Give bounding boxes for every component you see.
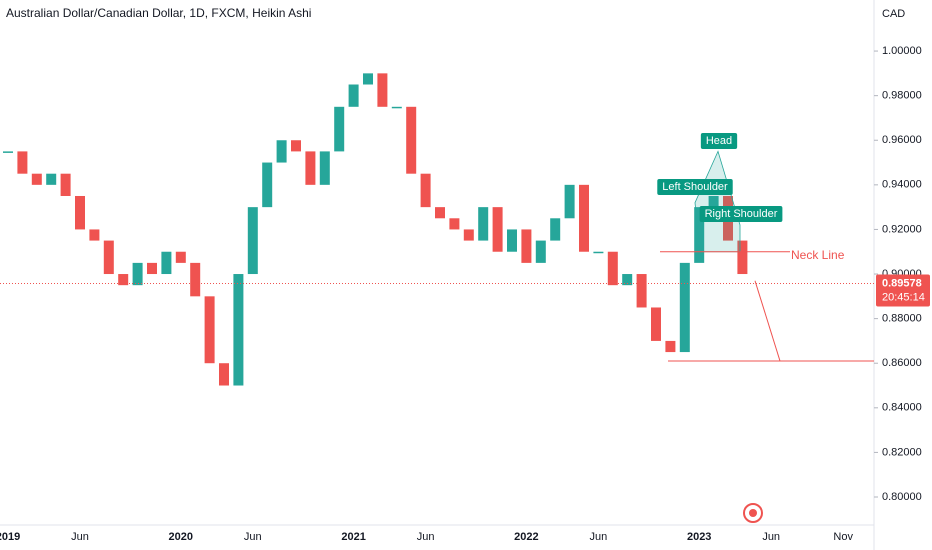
y-tick-label: 1.00000 [882, 45, 922, 57]
candle [204, 296, 215, 364]
x-tick-label: Jun [590, 531, 608, 543]
pattern-label: Left Shoulder [662, 181, 728, 193]
x-tick-label: Jun [762, 531, 780, 543]
price-label: 0.89578 [882, 277, 922, 289]
candle [708, 195, 719, 208]
currency: CAD [882, 8, 905, 20]
countdown: 20:45:14 [882, 291, 925, 303]
candle [17, 151, 28, 174]
candle [103, 240, 114, 275]
candle [478, 207, 489, 241]
candle [118, 274, 129, 286]
x-tick-label: Jun [71, 531, 89, 543]
candle [550, 218, 561, 241]
flag-icon [743, 503, 763, 523]
pattern-label: Head [706, 135, 732, 147]
candle [406, 106, 417, 174]
candle [507, 229, 517, 252]
candle [607, 251, 618, 286]
candle [89, 229, 100, 241]
y-tick-label: 0.98000 [882, 90, 922, 102]
x-tick-label: 2019 [0, 531, 20, 543]
candle [147, 262, 157, 275]
candle [391, 106, 402, 109]
x-tick-label: Jun [417, 531, 435, 543]
candle [348, 84, 359, 107]
candle [334, 106, 345, 152]
candle [319, 151, 330, 185]
y-tick-label: 0.92000 [882, 223, 922, 235]
candle [622, 274, 633, 286]
candle [564, 184, 575, 219]
projection [754, 280, 781, 362]
x-tick-label: 2023 [687, 531, 711, 543]
candle [219, 363, 229, 386]
candle [247, 207, 258, 275]
candle [593, 251, 604, 254]
candle [737, 240, 748, 275]
candle [420, 173, 431, 208]
neck-line-label: Neck Line [791, 248, 845, 262]
candle [579, 184, 589, 252]
candle [276, 140, 287, 163]
candle [651, 307, 661, 341]
candle [161, 251, 172, 275]
x-tick-label: Jun [244, 531, 262, 543]
y-tick-label: 0.80000 [882, 491, 922, 503]
y-tick-label: 0.86000 [882, 357, 922, 369]
y-tick-label: 0.96000 [882, 134, 922, 146]
candle [449, 218, 460, 230]
y-tick-label: 0.94000 [882, 179, 922, 191]
candle [521, 229, 532, 263]
candle [262, 162, 273, 208]
candle [190, 262, 201, 297]
candle [46, 173, 57, 185]
y-tick-label: 0.84000 [882, 402, 922, 414]
candle [679, 262, 690, 353]
candle [31, 173, 42, 185]
chart-title: Australian Dollar/Canadian Dollar, 1D, F… [6, 6, 311, 20]
x-tick-label: 2022 [514, 531, 538, 543]
candle [75, 195, 85, 230]
candle [132, 262, 143, 286]
candle [60, 173, 71, 196]
candle [636, 274, 647, 308]
y-tick-label: 0.82000 [882, 446, 922, 458]
candle [535, 240, 546, 263]
candle [305, 151, 316, 185]
candle [463, 229, 474, 241]
pattern-fill [694, 150, 741, 253]
candle [175, 251, 186, 263]
x-tick-label: 2020 [169, 531, 193, 543]
candle [694, 207, 705, 263]
candle [435, 207, 445, 219]
y-tick-label: 0.88000 [882, 313, 922, 325]
x-tick-label: 2021 [341, 531, 365, 543]
pattern-label: Right Shoulder [705, 208, 778, 220]
pattern-label-box [700, 133, 738, 149]
candle [291, 140, 301, 152]
candle [3, 151, 13, 153]
x-tick-label: Nov [833, 531, 853, 543]
candle [233, 274, 244, 386]
candle [377, 73, 388, 107]
pattern-label-box [657, 179, 733, 195]
candle [363, 73, 373, 85]
price-tag [876, 274, 930, 307]
candle [492, 207, 503, 252]
candle [665, 340, 676, 353]
pattern-label-box [699, 206, 783, 222]
